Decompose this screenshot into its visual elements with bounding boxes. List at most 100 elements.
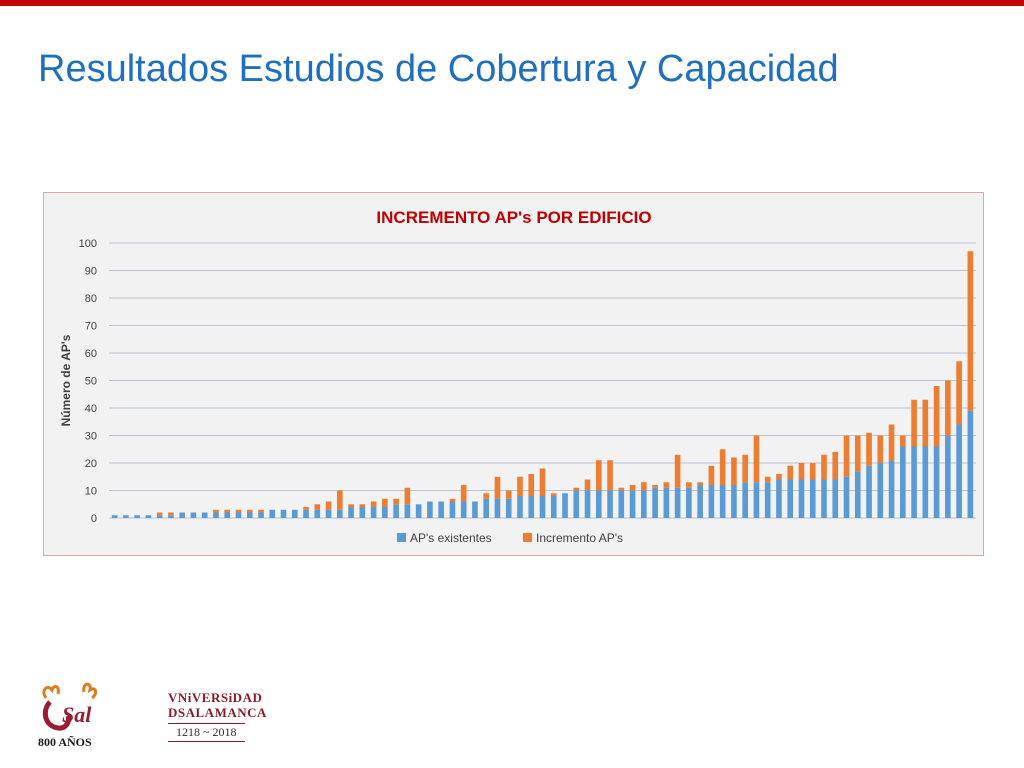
bar-existing	[168, 515, 174, 518]
bar-increment	[584, 479, 591, 491]
y-tick-label: 10	[85, 486, 97, 498]
bar-increment	[325, 501, 332, 510]
bar-increment	[843, 435, 850, 477]
bar-increment	[641, 482, 647, 491]
legend-swatch-increment	[523, 533, 532, 542]
bar-existing	[213, 512, 219, 518]
bar-existing	[404, 504, 411, 518]
bar-existing	[798, 479, 805, 518]
bar-existing	[427, 501, 433, 518]
bar-existing	[438, 501, 444, 518]
bar-existing	[866, 465, 872, 518]
bar-existing	[607, 490, 613, 518]
chart-title: INCREMENTO AP's POR EDIFICIO	[376, 208, 651, 227]
bar-existing	[325, 509, 332, 518]
bar-increment	[776, 474, 782, 480]
bar-increment	[539, 468, 546, 496]
slide-title: Resultados Estudios de Cobertura y Capac…	[38, 48, 839, 90]
bar-existing	[719, 485, 726, 518]
bar-existing	[258, 512, 264, 518]
bar-increment	[404, 487, 411, 505]
bar-increment	[821, 454, 827, 480]
bar-increment	[382, 498, 388, 507]
bar-increment	[719, 449, 726, 485]
bar-increment	[528, 474, 535, 496]
y-tick-label: 100	[79, 238, 97, 250]
bar-increment	[911, 399, 917, 447]
bar-increment	[753, 435, 760, 483]
bar-existing	[280, 509, 287, 518]
y-axis-label: Número de AP's	[59, 334, 73, 426]
bar-existing	[764, 482, 771, 518]
bar-existing	[415, 504, 422, 518]
bar-existing	[922, 446, 929, 518]
legend-swatch-existing	[397, 533, 406, 542]
bar-existing	[877, 463, 884, 518]
university-name-line1: VNiVERSiDAD	[168, 690, 263, 705]
bar-existing	[809, 479, 816, 518]
bar-existing	[697, 485, 703, 518]
university-years: 1218 ~ 2018	[168, 723, 245, 742]
bar-increment	[494, 476, 501, 499]
bar-increment	[967, 251, 974, 411]
bar-existing	[686, 487, 692, 518]
bar-increment	[370, 501, 377, 507]
bar-increment	[314, 504, 321, 510]
bar-existing	[776, 479, 782, 518]
bar-existing	[967, 410, 974, 518]
bar-existing	[618, 490, 625, 518]
y-tick-label: 70	[85, 321, 97, 333]
bar-increment	[483, 493, 490, 499]
bar-increment	[607, 460, 613, 491]
bar-existing	[483, 498, 490, 518]
bar-increment	[213, 509, 219, 513]
bar-increment	[933, 386, 940, 447]
bar-existing	[382, 507, 388, 518]
legend-label-existing: AP's existentes	[410, 531, 492, 545]
bar-existing	[134, 515, 140, 518]
bar-existing	[821, 479, 827, 518]
bar-existing	[370, 507, 377, 518]
bar-existing	[246, 512, 253, 518]
bar-existing	[179, 512, 186, 518]
y-tick-label: 90	[85, 266, 97, 278]
bar-increment	[945, 380, 951, 436]
bar-existing	[269, 509, 276, 518]
bar-increment	[303, 507, 309, 510]
bar-existing	[348, 507, 354, 518]
y-tick-label: 20	[85, 458, 97, 470]
bar-existing	[190, 512, 197, 518]
y-tick-label: 80	[85, 293, 97, 305]
bar-increment	[674, 454, 681, 488]
bar-existing	[314, 509, 321, 518]
chart-panel: INCREMENTO AP's POR EDIFICIO 0 10 20 30 40 50 6…	[43, 192, 984, 556]
top-accent-bar	[0, 0, 1024, 6]
bar-existing	[787, 479, 794, 518]
bar-existing	[393, 504, 399, 518]
bar-increment	[393, 498, 399, 505]
usal-logo-text: Sal	[62, 702, 92, 727]
bar-existing	[291, 509, 298, 518]
bar-existing	[933, 446, 940, 518]
legend-label-increment: Incremento AP's	[536, 531, 623, 545]
bar-existing	[843, 476, 850, 518]
bar-existing	[584, 490, 591, 518]
bar-increment	[686, 482, 692, 488]
bar-existing	[731, 485, 737, 518]
bar-increment	[708, 465, 715, 485]
bar-increment	[854, 435, 861, 472]
bar-increment	[505, 490, 512, 499]
bar-existing	[708, 485, 715, 518]
bar-existing	[201, 512, 208, 518]
bar-chart: INCREMENTO AP's POR EDIFICIO 0 10 20 30 40 50 6…	[59, 208, 976, 545]
bar-existing	[449, 501, 456, 518]
bar-increment	[460, 485, 467, 502]
bar-existing	[854, 471, 861, 518]
bar-increment	[573, 487, 580, 491]
bar-increment	[922, 399, 929, 447]
bar-existing	[359, 507, 366, 518]
bar-increment	[337, 490, 343, 510]
bar-existing	[742, 482, 748, 518]
bar-increment	[618, 487, 625, 491]
bar-existing	[337, 509, 343, 518]
